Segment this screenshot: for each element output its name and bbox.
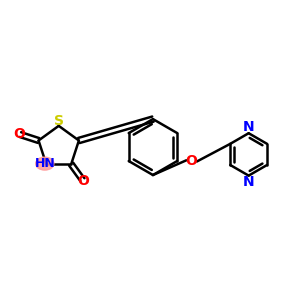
Text: S: S: [54, 114, 64, 128]
Text: N: N: [243, 175, 254, 188]
Text: O: O: [77, 174, 89, 188]
Ellipse shape: [36, 157, 54, 170]
Text: O: O: [186, 154, 197, 168]
Text: HN: HN: [34, 157, 55, 170]
Text: O: O: [13, 127, 25, 141]
Text: N: N: [243, 120, 254, 134]
